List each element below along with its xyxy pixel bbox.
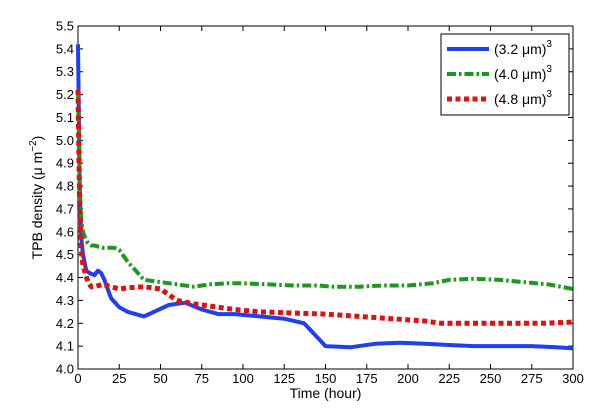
y-tick-label: 4.9 bbox=[56, 156, 74, 171]
series-line-2 bbox=[75, 89, 574, 326]
y-axis-title-exponent: −2 bbox=[28, 140, 39, 152]
series-line-1 bbox=[76, 89, 574, 291]
legend-label-text: (4.8 μm) bbox=[494, 91, 546, 107]
y-axis-title-main: TPB density (μ m bbox=[29, 152, 45, 260]
legend-label-text: (4.0 μm) bbox=[494, 66, 546, 82]
x-tick-label: 150 bbox=[315, 371, 337, 386]
x-tick-label: 125 bbox=[273, 371, 295, 386]
y-tick-label: 5.2 bbox=[56, 87, 74, 102]
x-tick-label: 100 bbox=[232, 371, 254, 386]
x-tick-label: 175 bbox=[356, 371, 378, 386]
legend-label-text: (3.2 μm) bbox=[494, 41, 546, 57]
x-tick-label: 275 bbox=[521, 371, 543, 386]
y-tick-label: 4.6 bbox=[56, 224, 74, 239]
legend-label-exponent: 3 bbox=[546, 39, 552, 50]
legend-label-2: (4.8 μm)3 bbox=[494, 89, 552, 107]
y-tick-label: 4.1 bbox=[56, 339, 74, 354]
y-axis: 4.0 4.1 4.2 4.3 4.4 4.5 4.6 4.7 4.8 4.9 5.0 5.1 5.2 5… bbox=[56, 19, 573, 377]
series-layer bbox=[75, 44, 574, 351]
y-tick-label: 5.1 bbox=[56, 110, 74, 125]
legend-label-1: (4.0 μm)3 bbox=[494, 64, 552, 82]
y-tick-label: 5.0 bbox=[56, 133, 74, 148]
legend-label-exponent: 3 bbox=[546, 64, 552, 75]
y-tick-label: 4.8 bbox=[56, 179, 74, 194]
y-tick-label: 4.5 bbox=[56, 247, 74, 262]
y-tick-label: 5.5 bbox=[56, 19, 74, 34]
x-tick-label: 300 bbox=[562, 371, 584, 386]
y-tick-label: 5.3 bbox=[56, 64, 74, 79]
y-tick-label: 4.2 bbox=[56, 316, 74, 331]
y-axis-title-end: ) bbox=[29, 136, 45, 141]
x-axis: 0 25 50 75 100 125 150 175 200 225 250 275 300 bbox=[74, 26, 584, 386]
legend-label-0: (3.2 μm)3 bbox=[494, 39, 552, 57]
y-tick-label: 5.4 bbox=[56, 41, 74, 56]
x-tick-label: 50 bbox=[153, 371, 167, 386]
x-tick-label: 225 bbox=[438, 371, 460, 386]
legend: (3.2 μm)3(4.0 μm)3(4.8 μm)3 bbox=[440, 33, 570, 116]
x-axis-title: Time (hour) bbox=[290, 385, 362, 401]
y-tick-label: 4.7 bbox=[56, 201, 74, 216]
x-tick-label: 200 bbox=[397, 371, 419, 386]
x-tick-label: 0 bbox=[74, 371, 81, 386]
x-tick-label: 250 bbox=[480, 371, 502, 386]
y-tick-label: 4.4 bbox=[56, 270, 74, 285]
legend-label-exponent: 3 bbox=[546, 89, 552, 100]
y-tick-label: 4.3 bbox=[56, 293, 74, 308]
y-tick-label: 4.0 bbox=[56, 362, 74, 377]
y-axis-title: TPB density (μ m−2) bbox=[28, 136, 45, 260]
x-tick-label: 25 bbox=[112, 371, 126, 386]
x-tick-label: 75 bbox=[195, 371, 209, 386]
